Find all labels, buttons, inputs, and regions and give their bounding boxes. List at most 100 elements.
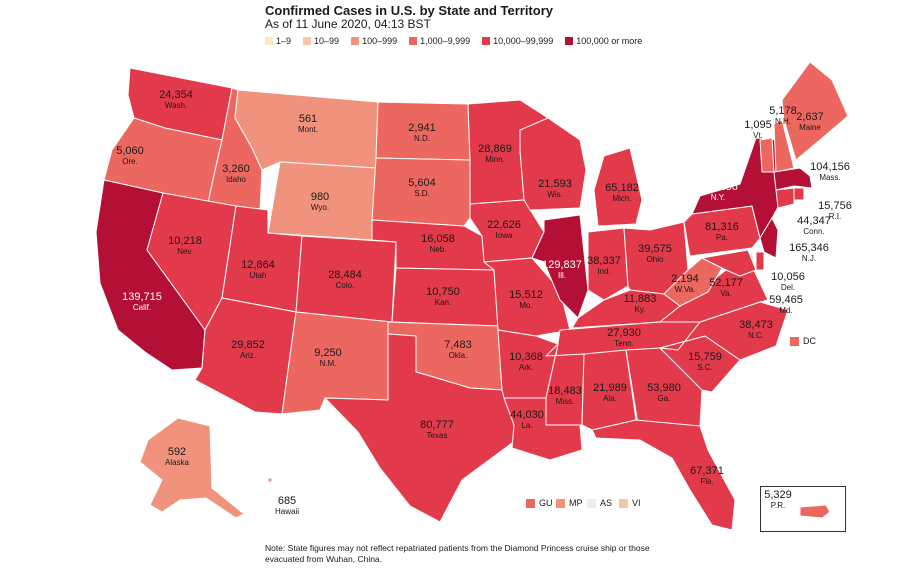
label-nh: 5,178 N.H. xyxy=(769,105,797,126)
territory-vi: VI xyxy=(619,498,641,508)
state-ga[interactable] xyxy=(625,347,703,427)
label-id: 3,260 Idaho xyxy=(222,163,250,184)
label-nd: 2,941 N.D. xyxy=(408,122,436,143)
state-nh[interactable] xyxy=(773,119,795,173)
label-vt: 1,095 Vt. xyxy=(744,119,772,140)
label-sc: 15,759 S.C. xyxy=(688,351,722,372)
label-de: 10,056 Del. xyxy=(771,271,805,292)
territory-swatch xyxy=(790,336,799,346)
territory-gu: GU xyxy=(526,498,553,508)
label-mo: 15,512 Mo. xyxy=(509,289,543,310)
label-ks: 10,750 Kan. xyxy=(426,286,460,307)
legend-item: 1,000–9,999 xyxy=(409,36,470,46)
state-nj[interactable] xyxy=(759,217,779,259)
label-wa: 24,354 Wash. xyxy=(159,89,193,110)
footnote: Note: State figures may not reflect repa… xyxy=(265,543,650,564)
state-hi[interactable] xyxy=(267,477,273,483)
label-hi: 685 Hawaii xyxy=(274,495,300,516)
label-al: 21,989 Ala. xyxy=(593,382,627,403)
label-fl: 67,371 Fla. xyxy=(690,465,724,486)
state-wi[interactable] xyxy=(519,117,587,211)
puerto-rico-inset xyxy=(760,486,846,532)
territory-as: AS xyxy=(587,498,612,508)
state-me[interactable] xyxy=(781,61,849,161)
state-fl[interactable] xyxy=(591,419,736,531)
label-ne: 16,058 Neb. xyxy=(421,233,455,254)
territory-swatch xyxy=(526,498,535,508)
label-ri: 15,756 R.I. xyxy=(818,200,852,221)
state-in[interactable] xyxy=(587,227,629,301)
label-la: 44,030 La. xyxy=(510,409,544,430)
label-ga: 53,980 Ga. xyxy=(647,382,681,403)
state-vt[interactable] xyxy=(759,137,775,173)
legend-label: 100,000 or more xyxy=(576,36,643,46)
legend: 1–9 10–99 100–999 1,000–9,999 10,000–99,… xyxy=(265,36,642,46)
legend-label: 1,000–9,999 xyxy=(420,36,471,46)
label-il: 129,837 Ill. xyxy=(542,259,582,280)
label-co: 28,484 Colo. xyxy=(328,269,362,290)
state-sd[interactable] xyxy=(371,157,471,227)
label-me: 2,637 Maine xyxy=(796,111,824,132)
territory-label: AS xyxy=(600,498,613,508)
state-de[interactable] xyxy=(755,251,765,271)
state-ct[interactable] xyxy=(775,187,795,209)
label-mt: 561 Mont. xyxy=(297,113,319,134)
label-nc: 38,473 N.C. xyxy=(739,319,773,340)
legend-swatch xyxy=(482,37,491,45)
territory-swatch xyxy=(556,498,565,508)
state-tx[interactable] xyxy=(324,333,517,523)
label-ak: 592 Alaska xyxy=(164,446,190,467)
label-va: 52,177 Va. xyxy=(709,277,743,298)
label-ky: 11,883 Ky. xyxy=(623,293,657,314)
legend-label: 10,000–99,999 xyxy=(493,36,554,46)
label-wv: 2,194 W.Va. xyxy=(671,273,699,294)
label-nv: 10,218 Nev. xyxy=(168,235,202,256)
label-pa: 81,316 Pa. xyxy=(705,221,739,242)
label-tn: 27,930 Tenn. xyxy=(607,327,641,348)
legend-swatch xyxy=(265,37,273,45)
territory-label: MP xyxy=(569,498,583,508)
territory-label: GU xyxy=(539,498,553,508)
state-ma[interactable] xyxy=(773,167,813,191)
state-il[interactable] xyxy=(531,214,589,319)
label-wy: 980 Wyo. xyxy=(310,191,330,212)
label-mn: 28,869 Minn. xyxy=(478,143,512,164)
state-mo[interactable] xyxy=(483,257,571,337)
legend-label: 1–9 xyxy=(276,36,292,46)
label-oh: 39,575 Ohio xyxy=(638,243,672,264)
legend-label: 100–999 xyxy=(362,36,398,46)
territory-label: VI xyxy=(632,498,641,508)
label-nj: 165,346 N.J. xyxy=(789,242,829,263)
label-ar: 10,368 Ark. xyxy=(509,351,543,372)
label-in: 38,337 Ind. xyxy=(587,255,621,276)
legend-swatch xyxy=(409,37,418,45)
legend-item: 100–999 xyxy=(351,36,397,46)
label-sd: 5,604 S.D. xyxy=(408,177,436,198)
territory-swatch xyxy=(587,498,596,508)
legend-swatch xyxy=(351,37,360,45)
label-md: 59,465 Md. xyxy=(769,294,803,315)
label-nm: 9,250 N.M. xyxy=(314,347,342,368)
label-ny: 380,156 N.Y. xyxy=(698,181,738,202)
label-wi: 21,593 Wis. xyxy=(538,178,572,199)
territory-mp: MP xyxy=(556,498,583,508)
state-pr[interactable] xyxy=(799,504,831,519)
label-ct: 44,347 Conn. xyxy=(797,215,831,236)
state-ak[interactable] xyxy=(139,417,245,519)
label-ia: 22,626 Iowa xyxy=(487,219,521,240)
state-md[interactable] xyxy=(701,249,757,277)
state-ri[interactable] xyxy=(793,187,805,201)
territory-swatch xyxy=(619,498,628,508)
label-ca: 139,715 Calif. xyxy=(122,291,162,312)
label-pr: 5,329 P.R. xyxy=(764,489,792,510)
label-az: 29,852 Ariz. xyxy=(231,339,265,360)
legend-item: 100,000 or more xyxy=(565,36,642,46)
legend-label: 10–99 xyxy=(314,36,340,46)
label-tx: 80,777 Texas xyxy=(420,419,454,440)
territory-label: DC xyxy=(803,336,816,346)
map-subtitle: As of 11 June 2020, 04:13 BST xyxy=(265,17,431,31)
state-mi[interactable] xyxy=(593,147,643,227)
label-ok: 7,483 Okla. xyxy=(444,339,472,360)
legend-item: 10–99 xyxy=(303,36,339,46)
